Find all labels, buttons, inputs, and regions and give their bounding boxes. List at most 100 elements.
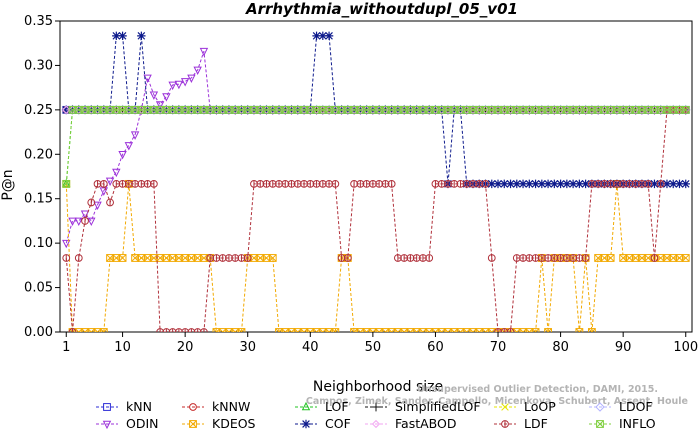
legend-swatch-marker [501, 420, 509, 428]
point-ldf [544, 254, 552, 262]
x-tick-label: 50 [365, 340, 382, 355]
point-inflo [619, 105, 628, 114]
series-inflo [62, 105, 690, 188]
point-cof [650, 179, 659, 189]
point-ldf [625, 179, 634, 188]
point-odin [93, 201, 102, 211]
point-inflo [431, 105, 440, 114]
point-inflo [237, 105, 246, 114]
legend-label-simplifiedlof: SimplifiedLOF [395, 399, 481, 414]
point-inflo [306, 105, 315, 114]
point-ldf [575, 254, 584, 262]
point-cof [493, 179, 503, 189]
point-inflo [419, 105, 427, 114]
point-ldf [487, 254, 496, 262]
point-cof [531, 179, 540, 189]
point-inflo [450, 105, 459, 114]
series-odin [62, 47, 690, 249]
point-inflo [406, 105, 415, 114]
legend-swatch-marker [596, 420, 604, 428]
legend-label-cof: COF [325, 416, 351, 431]
point-kdeos [394, 328, 402, 332]
point-cof [137, 31, 146, 41]
point-kdeos [143, 254, 152, 262]
point-kdeos [669, 254, 678, 262]
point-inflo [231, 105, 240, 114]
point-inflo [625, 105, 634, 114]
point-inflo [87, 105, 96, 114]
point-inflo [149, 105, 158, 114]
point-inflo [99, 105, 108, 114]
point-inflo [218, 105, 227, 114]
point-inflo [638, 105, 646, 114]
point-odin [162, 93, 171, 102]
point-inflo [512, 105, 521, 114]
point-kdeos [681, 254, 690, 262]
point-ldf [200, 328, 208, 332]
point-inflo [62, 179, 71, 188]
point-cof [512, 179, 521, 189]
point-kdeos [487, 328, 496, 332]
point-ldf [325, 179, 333, 188]
point-ldf [462, 179, 471, 188]
point-kdeos [281, 328, 290, 332]
point-inflo [318, 105, 327, 114]
point-cof [118, 31, 127, 41]
point-ldf [569, 254, 578, 262]
point-ldf [87, 198, 96, 207]
point-kdeos [462, 328, 471, 332]
point-odin [174, 80, 184, 90]
point-ldf [531, 254, 540, 262]
point-inflo [562, 105, 571, 114]
point-kdeos [225, 328, 233, 332]
point-kdeos [594, 254, 603, 262]
point-kdeos [406, 328, 415, 332]
point-kdeos [162, 254, 171, 262]
point-ldf [262, 179, 271, 188]
point-ldf [375, 179, 384, 188]
point-inflo [631, 105, 640, 114]
point-ldf [613, 179, 621, 188]
point-cof [543, 179, 553, 189]
point-odin [99, 187, 109, 196]
series-line-ldf [65, 109, 686, 332]
point-inflo [500, 105, 509, 114]
point-kdeos [99, 328, 108, 332]
point-odin [74, 217, 83, 227]
point-inflo [268, 105, 277, 114]
watermark-line-1: Unsupervised Outlier Detection, DAMI, 20… [417, 384, 658, 395]
point-ldf [469, 179, 477, 188]
point-ldf [412, 254, 421, 262]
point-ldf [350, 179, 358, 188]
point-odin [168, 81, 177, 91]
point-inflo [118, 105, 127, 114]
point-ldf [475, 179, 484, 188]
series-line-kdeos [65, 183, 686, 332]
point-ldf [437, 179, 446, 188]
point-kdeos [137, 254, 146, 262]
legend-label-ldf: LDF [524, 416, 548, 431]
point-ldf [174, 328, 183, 332]
point-kdeos [193, 254, 202, 262]
point-kdeos [512, 328, 521, 332]
point-ldf [212, 254, 221, 262]
point-inflo [444, 105, 452, 114]
point-ldf [281, 179, 290, 188]
point-kdeos [237, 328, 246, 332]
point-cof [575, 179, 584, 189]
point-cof [525, 179, 534, 189]
point-cof [518, 179, 528, 189]
point-kdeos [87, 328, 96, 332]
point-kdeos [638, 254, 646, 262]
legend-item-inflo: INFLO [589, 416, 656, 431]
point-kdeos [600, 254, 609, 262]
legend-item-ldf: LDF [494, 416, 548, 431]
point-inflo [143, 105, 152, 114]
point-ldf [381, 179, 390, 188]
point-kdeos [531, 328, 540, 332]
point-ldf [149, 179, 158, 188]
point-ldf [218, 254, 227, 262]
point-kdeos [663, 254, 671, 262]
legend-swatch-marker [371, 402, 381, 412]
point-kdeos [331, 328, 340, 332]
